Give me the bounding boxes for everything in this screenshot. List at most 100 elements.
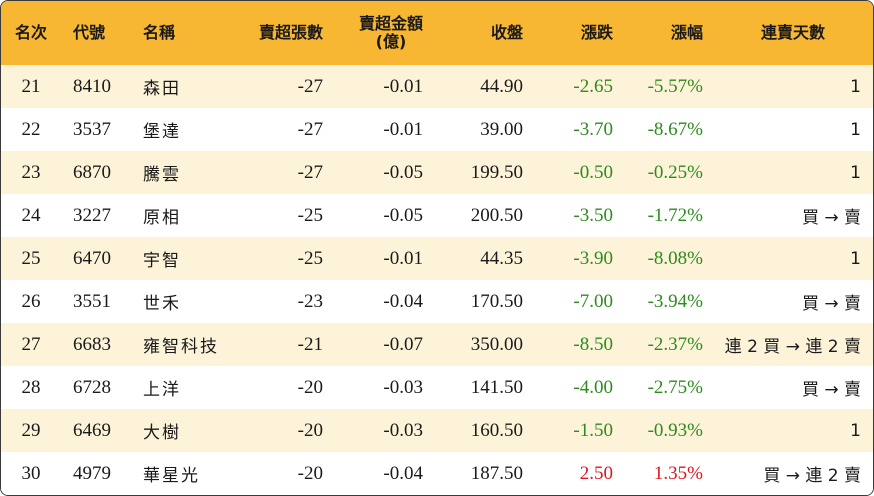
cell-code: 8410 <box>73 75 111 97</box>
cell-rank: 23 <box>21 161 41 183</box>
cell-sell-lots: -21 <box>297 333 323 355</box>
table-row[interactable]: 22 3537 堡達 -27 -0.01 39.00 -3.70 -8.67% 1 <box>1 108 873 151</box>
header-code[interactable]: 代號 <box>73 23 106 42</box>
table-row[interactable]: 25 6470 宇智 -25 -0.01 44.35 -3.90 -8.08% 1 <box>1 237 873 280</box>
cell-change: -1.50 <box>573 419 613 441</box>
cell-close: 200.50 <box>470 204 523 226</box>
cell-change: -3.90 <box>573 247 613 269</box>
cell-change-pct: -3.94% <box>647 290 703 312</box>
cell-close: 160.50 <box>470 419 523 441</box>
cell-change: -4.00 <box>573 376 613 398</box>
cell-close: 44.90 <box>480 75 523 97</box>
cell-rank: 21 <box>21 75 41 97</box>
cell-name: 堡達 <box>143 122 181 142</box>
table-row[interactable]: 30 4979 華星光 -20 -0.04 187.50 2.50 1.35% 買 → 連 2 … <box>1 452 873 495</box>
table-row[interactable]: 28 6728 上洋 -20 -0.03 141.50 -4.00 -2.75% 買 → 賣 <box>1 366 873 409</box>
cell-code: 3227 <box>73 204 111 226</box>
cell-consec-days: 買 → 賣 <box>801 380 861 400</box>
cell-code: 6683 <box>73 333 111 355</box>
header-sell-lots[interactable]: 賣超張數 <box>258 23 323 42</box>
cell-sell-amount: -0.04 <box>383 462 423 484</box>
header-rank[interactable]: 名次 <box>14 23 47 42</box>
cell-code: 6469 <box>73 419 111 441</box>
header-change-pct[interactable]: 漲幅 <box>670 23 703 42</box>
cell-name: 雍智科技 <box>143 337 219 357</box>
cell-sell-amount: -0.01 <box>383 75 423 97</box>
cell-sell-amount: -0.01 <box>383 247 423 269</box>
cell-rank: 27 <box>21 333 41 355</box>
cell-sell-amount: -0.05 <box>383 204 423 226</box>
table-header-row: 名次 代號 名稱 賣超張數 賣超金額 (億) 收盤 漲跌 漲幅 連賣天數 <box>1 1 873 65</box>
cell-close: 141.50 <box>470 376 523 398</box>
cell-code: 3551 <box>73 290 111 312</box>
cell-sell-lots: -23 <box>297 290 323 312</box>
cell-consec-days: 1 <box>850 420 861 441</box>
cell-sell-lots: -27 <box>297 75 323 97</box>
cell-sell-amount: -0.03 <box>383 376 423 398</box>
cell-consec-days: 買 → 賣 <box>801 208 861 228</box>
cell-change: -7.00 <box>573 290 613 312</box>
cell-sell-amount: -0.07 <box>383 333 423 355</box>
cell-consec-days: 1 <box>850 162 861 183</box>
cell-rank: 25 <box>21 247 41 269</box>
table-row[interactable]: 21 8410 森田 -27 -0.01 44.90 -2.65 -5.57% 1 <box>1 65 873 108</box>
cell-name: 森田 <box>143 79 181 99</box>
cell-change-pct: 1.35% <box>653 462 703 484</box>
header-consec-days[interactable]: 連賣天數 <box>760 23 825 42</box>
header-sell-amount-line1: 賣超金額 <box>358 14 423 33</box>
cell-sell-amount: -0.01 <box>383 118 423 140</box>
cell-sell-lots: -25 <box>297 204 323 226</box>
cell-change-pct: -1.72% <box>647 204 703 226</box>
table-row[interactable]: 26 3551 世禾 -23 -0.04 170.50 -7.00 -3.94% 買 → 賣 <box>1 280 873 323</box>
table-row[interactable]: 27 6683 雍智科技 -21 -0.07 350.00 -8.50 -2.37% 連 2 買… <box>1 323 873 366</box>
header-sell-amount-line2: (億) <box>375 32 407 51</box>
cell-change-pct: -5.57% <box>647 75 703 97</box>
cell-code: 6470 <box>73 247 111 269</box>
header-change[interactable]: 漲跌 <box>580 23 613 42</box>
cell-close: 187.50 <box>470 462 523 484</box>
cell-sell-lots: -27 <box>297 118 323 140</box>
cell-sell-lots: -20 <box>297 419 323 441</box>
cell-code: 4979 <box>73 462 111 484</box>
table-row[interactable]: 29 6469 大樹 -20 -0.03 160.50 -1.50 -0.93% 1 <box>1 409 873 452</box>
cell-sell-amount: -0.03 <box>383 419 423 441</box>
cell-name: 華星光 <box>143 466 200 486</box>
cell-name: 原相 <box>143 208 181 228</box>
cell-consec-days: 買 → 賣 <box>801 294 861 314</box>
cell-sell-lots: -20 <box>297 462 323 484</box>
cell-close: 39.00 <box>480 118 523 140</box>
cell-rank: 22 <box>21 118 41 140</box>
header-name[interactable]: 名稱 <box>143 23 176 42</box>
cell-close: 170.50 <box>470 290 523 312</box>
cell-name: 騰雲 <box>143 165 181 185</box>
cell-name: 宇智 <box>143 251 181 271</box>
table-row[interactable]: 23 6870 騰雲 -27 -0.05 199.50 -0.50 -0.25% 1 <box>1 151 873 194</box>
cell-sell-lots: -25 <box>297 247 323 269</box>
cell-change: 2.50 <box>579 462 613 484</box>
cell-name: 大樹 <box>143 423 181 443</box>
cell-close: 350.00 <box>470 333 523 355</box>
cell-rank: 29 <box>21 419 41 441</box>
cell-change: -2.65 <box>573 75 613 97</box>
table-row[interactable]: 24 3227 原相 -25 -0.05 200.50 -3.50 -1.72% 買 → 賣 <box>1 194 873 237</box>
cell-sell-amount: -0.05 <box>383 161 423 183</box>
cell-consec-days: 買 → 連 2 賣 <box>763 466 861 486</box>
cell-close: 44.35 <box>480 247 523 269</box>
cell-sell-amount: -0.04 <box>383 290 423 312</box>
cell-rank: 28 <box>21 376 41 398</box>
cell-change: -8.50 <box>573 333 613 355</box>
cell-change-pct: -2.37% <box>647 333 703 355</box>
header-sell-amount[interactable]: 賣超金額 (億) <box>333 1 433 65</box>
cell-code: 3537 <box>73 118 111 140</box>
cell-change: -0.50 <box>573 161 613 183</box>
cell-code: 6870 <box>73 161 111 183</box>
cell-consec-days: 1 <box>850 119 861 140</box>
cell-consec-days: 1 <box>850 248 861 269</box>
cell-close: 199.50 <box>470 161 523 183</box>
header-close[interactable]: 收盤 <box>490 23 523 42</box>
cell-rank: 26 <box>21 290 41 312</box>
cell-consec-days: 1 <box>850 76 861 97</box>
cell-change-pct: -2.75% <box>647 376 703 398</box>
